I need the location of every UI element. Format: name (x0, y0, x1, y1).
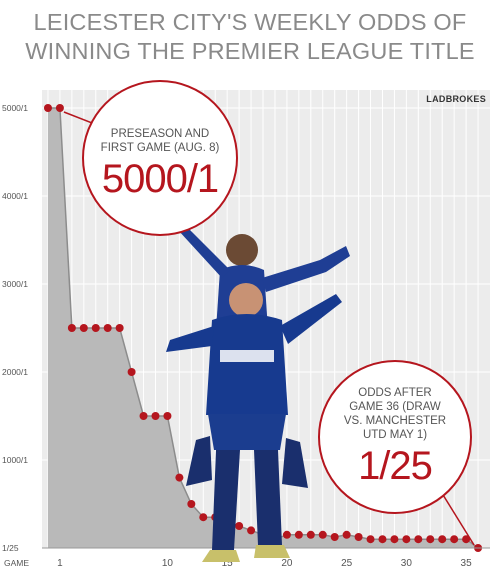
data-point (450, 535, 459, 544)
data-point (199, 513, 208, 522)
data-point (187, 500, 196, 508)
final-odds-callout-connector (439, 489, 475, 546)
data-point (79, 324, 88, 332)
data-point (306, 530, 315, 539)
data-point (163, 412, 172, 420)
data-point (282, 530, 291, 539)
data-point (330, 533, 339, 541)
data-point (247, 526, 256, 535)
data-point (175, 473, 184, 482)
x-axis-label: GAME (4, 558, 29, 568)
front-player-figure (166, 283, 342, 562)
chart-title-line-1: LEICESTER CITY'S WEEKLY ODDS OF (33, 9, 467, 35)
data-point (390, 535, 399, 544)
preseason-callout: PRESEASON AND FIRST GAME (AUG. 8) 5000/1 (82, 80, 238, 236)
x-tick-label: 25 (341, 558, 353, 569)
data-point (414, 535, 423, 544)
odds-area (47, 108, 479, 548)
x-tick-label: 10 (162, 558, 174, 569)
y-tick-label: 1/25 (2, 543, 19, 553)
x-tick-label: 35 (461, 558, 473, 569)
data-point (318, 530, 327, 539)
data-point (43, 104, 52, 112)
data-point (426, 535, 435, 544)
preseason-callout-text: PRESEASON AND FIRST GAME (AUG. 8) (100, 127, 220, 154)
x-tick-label: 30 (401, 558, 413, 569)
data-point (438, 535, 447, 544)
chart-title: LEICESTER CITY'S WEEKLY ODDS OF WINNING … (0, 8, 500, 66)
y-tick-label: 5000/1 (2, 103, 28, 113)
final-odds-callout-value: 1/25 (358, 443, 433, 488)
y-tick-label: 1000/1 (2, 455, 28, 465)
y-tick-label: 3000/1 (2, 279, 28, 289)
data-point (55, 104, 64, 112)
data-point (139, 412, 148, 420)
data-point (91, 324, 100, 332)
data-point (378, 535, 387, 544)
y-tick-label: 4000/1 (2, 191, 28, 201)
data-point (366, 535, 375, 544)
data-point (354, 533, 363, 541)
chart-title-line-2: WINNING THE PREMIER LEAGUE TITLE (25, 38, 475, 64)
data-point (127, 368, 136, 376)
data-point (462, 535, 471, 544)
data-point (342, 530, 351, 539)
final-odds-callout-text: ODDS AFTER GAME 36 (DRAW VS. MANCHESTER … (343, 386, 447, 441)
data-point (235, 522, 244, 530)
x-tick-label: 20 (281, 558, 293, 569)
data-point (402, 535, 411, 544)
source-label: LADBROKES (426, 94, 486, 104)
data-point (294, 530, 303, 539)
x-tick-label: 1 (57, 558, 63, 569)
data-point (151, 412, 160, 420)
x-tick-label: 15 (222, 558, 234, 569)
preseason-callout-value: 5000/1 (101, 156, 219, 201)
players-photo (166, 210, 350, 562)
final-odds-callout: ODDS AFTER GAME 36 (DRAW VS. MANCHESTER … (318, 360, 472, 514)
y-tick-label: 2000/1 (2, 367, 28, 377)
data-point (103, 324, 112, 332)
data-point (67, 324, 76, 332)
data-point (115, 324, 124, 332)
